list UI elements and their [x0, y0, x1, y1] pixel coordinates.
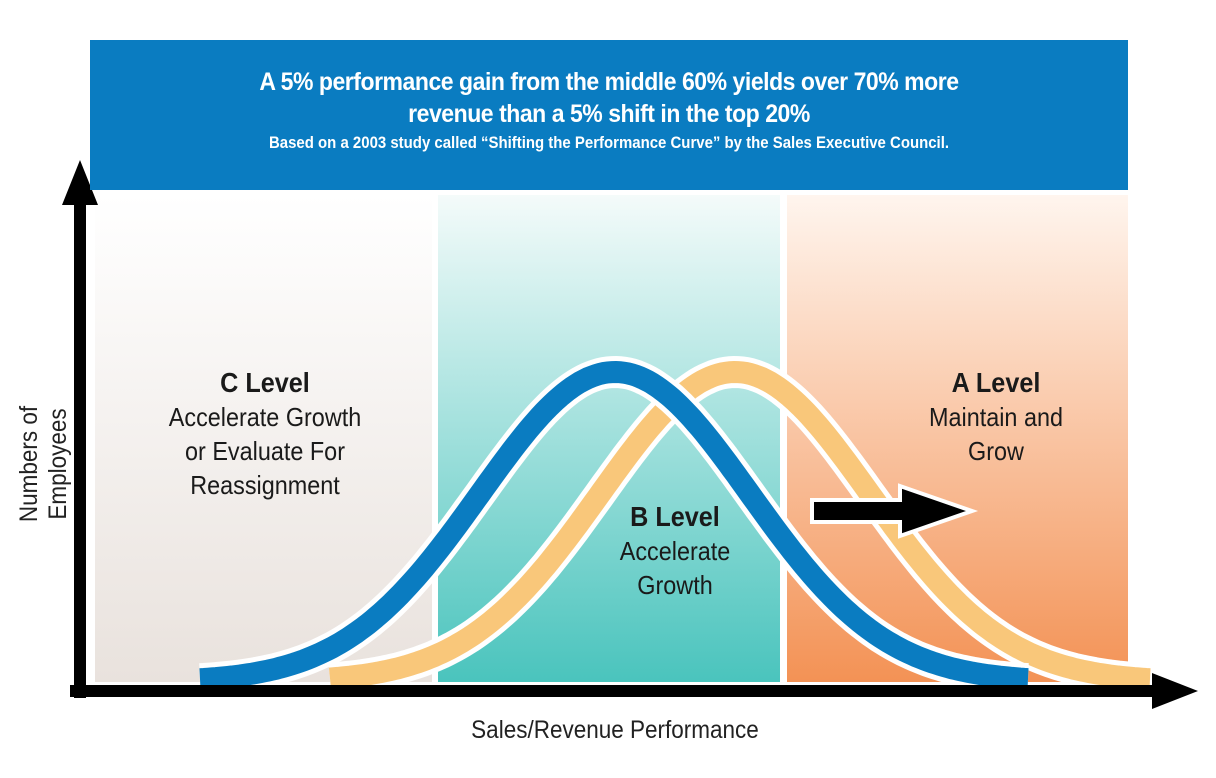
b-level-title: B Level — [630, 501, 720, 532]
c-level-line: Accelerate Growth — [168, 402, 362, 432]
c-level-label: C Level Accelerate Growth or Evaluate Fo… — [153, 366, 378, 502]
shifted-curve — [328, 360, 1151, 691]
headline: A 5% performance gain from the middle 60… — [132, 66, 1087, 130]
y-axis-label: Numbers of Employees — [15, 405, 72, 523]
b-level-line: Growth — [637, 570, 713, 600]
b-level-label: B Level Accelerate Growth — [585, 500, 765, 602]
source-note: Based on a 2003 study called “Shifting t… — [268, 133, 950, 152]
headline-banner: A 5% performance gain from the middle 60… — [90, 40, 1128, 190]
c-level-title: C Level — [220, 367, 310, 398]
c-level-line: Reassignment — [190, 470, 340, 500]
headline-line-2: revenue than a 5% shift in the top 20% — [408, 100, 810, 128]
shift-arrow — [810, 483, 979, 539]
y-axis — [74, 200, 86, 698]
a-level-title: A Level — [951, 367, 1041, 398]
c-level-line: or Evaluate For — [185, 436, 345, 466]
a-level-line: Grow — [968, 436, 1024, 466]
x-axis — [70, 685, 1165, 697]
a-level-line: Maintain and — [928, 402, 1063, 432]
x-axis-label: Sales/Revenue Performance — [471, 716, 759, 744]
current-curve — [199, 360, 1029, 691]
a-level-label: A Level Maintain and Grow — [897, 366, 1095, 468]
b-level-line: Accelerate — [619, 536, 731, 566]
y-axis-arrowhead — [62, 160, 98, 205]
headline-line-1: A 5% performance gain from the middle 60… — [259, 68, 959, 96]
x-axis-arrowhead — [1152, 673, 1198, 709]
